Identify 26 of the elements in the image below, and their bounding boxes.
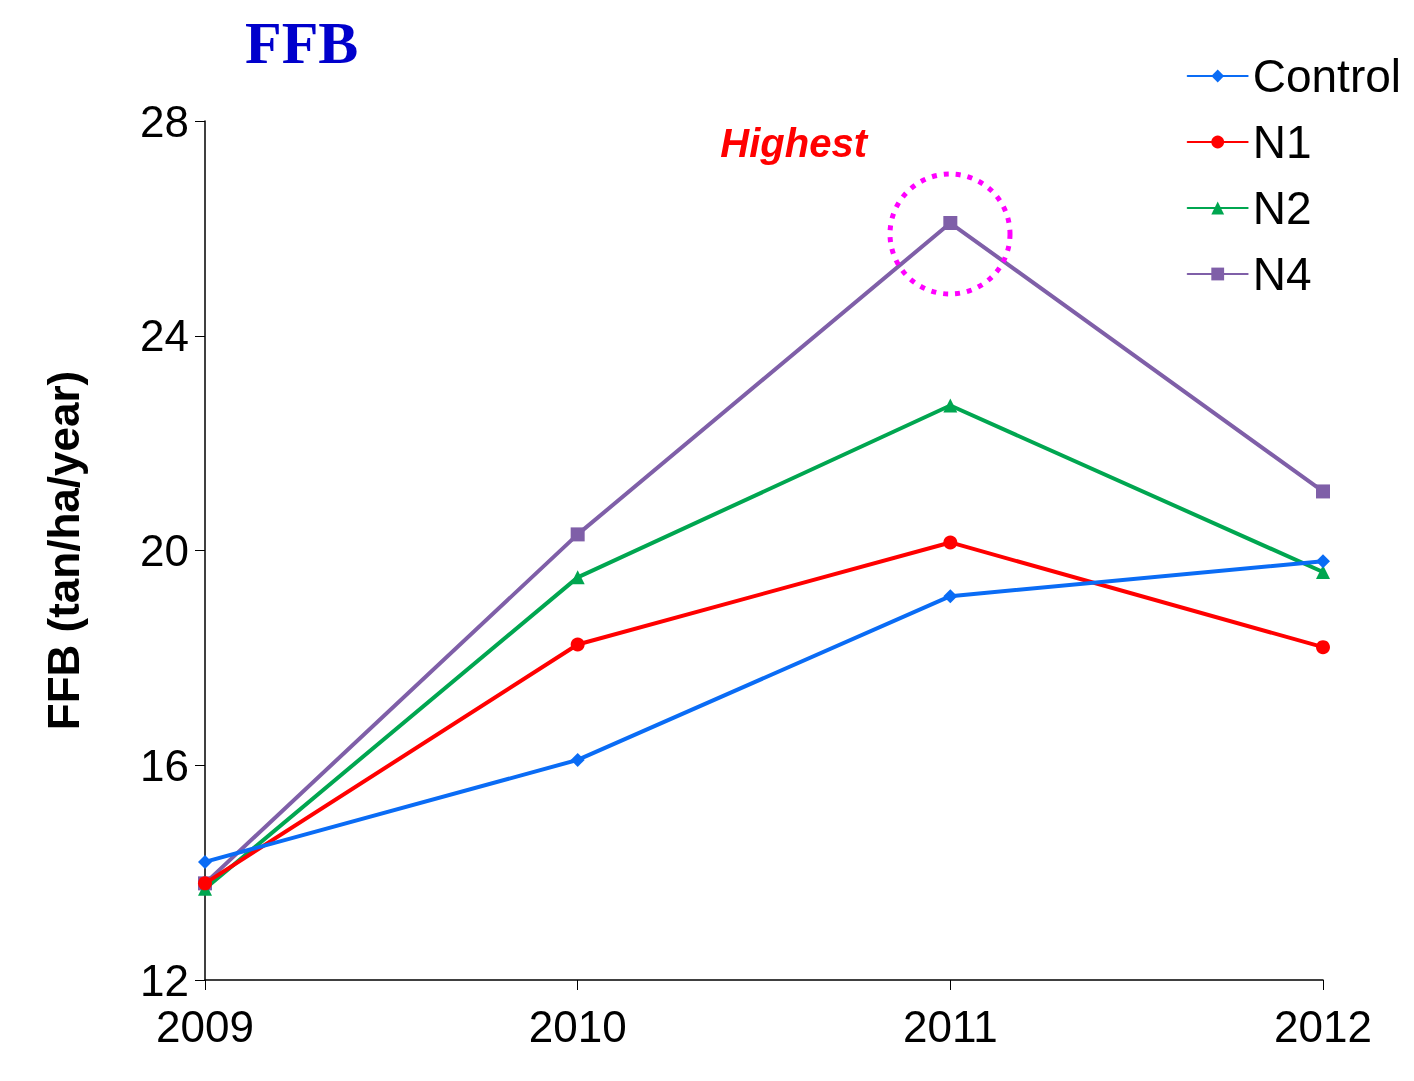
point [1316, 484, 1330, 499]
point [943, 589, 958, 604]
legend-label: N1 [1252, 116, 1312, 168]
point [570, 527, 585, 542]
x-tick-label: 2012 [1274, 1001, 1372, 1051]
point [943, 398, 958, 413]
y-tick-label: 16 [140, 740, 189, 790]
point [943, 216, 958, 231]
point [1316, 640, 1330, 655]
x-tick-label: 2011 [903, 1001, 998, 1051]
point [570, 752, 585, 767]
legend-label: Control [1252, 50, 1402, 102]
legend-label: N2 [1252, 182, 1312, 234]
point [570, 637, 585, 652]
chart-title: FFB [245, 10, 359, 76]
x-tick-label: 2010 [528, 1001, 627, 1051]
point [570, 570, 585, 585]
y-axis-title: FFB (tan/ha/year) [38, 370, 88, 731]
legend-label: N4 [1252, 248, 1312, 300]
annotation: Highest [720, 121, 869, 166]
point [198, 854, 212, 869]
y-tick-label: 20 [140, 526, 189, 575]
y-tick-label: 28 [140, 96, 189, 146]
point [1316, 554, 1330, 569]
y-tick-label: 24 [140, 311, 189, 361]
point [943, 535, 958, 550]
